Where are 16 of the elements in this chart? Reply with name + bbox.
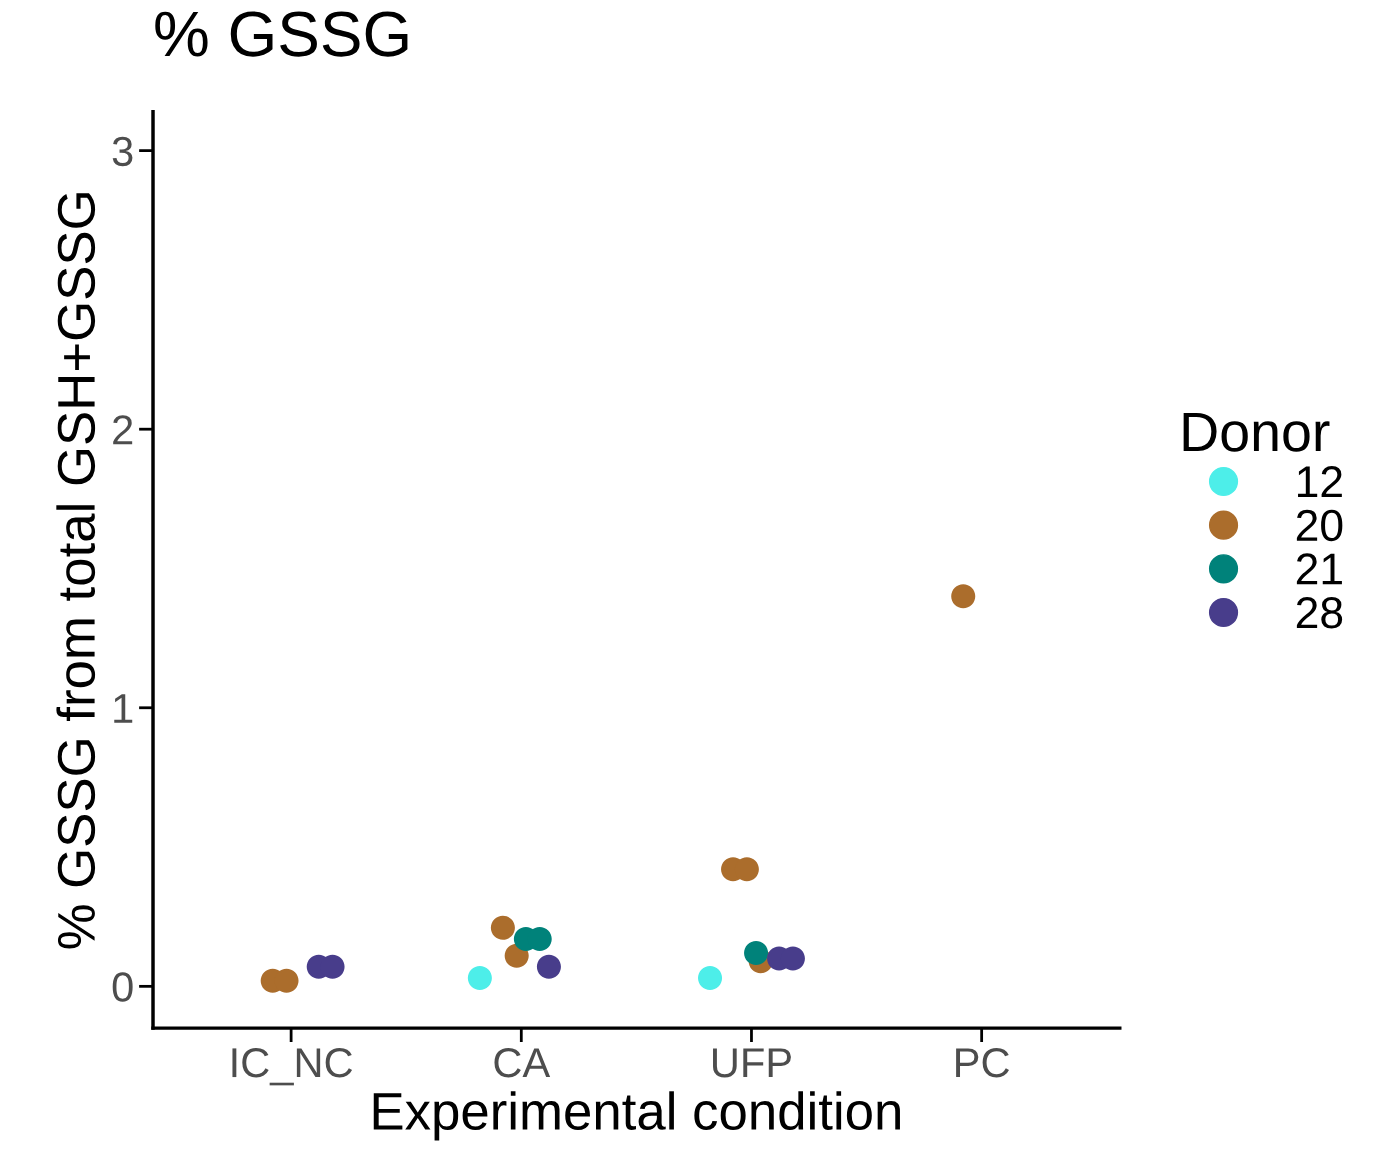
legend-label: 21 bbox=[1296, 553, 1342, 585]
x-tick-label: PC bbox=[956, 1047, 1009, 1078]
legend-label: 20 bbox=[1296, 509, 1343, 542]
y-axis-title: % GSSG from total GSH+GSSG bbox=[56, 193, 96, 949]
y-tick-label: 1 bbox=[114, 694, 133, 723]
y-tick-label: 2 bbox=[113, 415, 133, 445]
x-tick-label: UFP bbox=[713, 1048, 791, 1078]
y-tick-label: 3 bbox=[112, 136, 133, 167]
x-tick-label: IC_NC bbox=[232, 1047, 353, 1086]
legend-label: 28 bbox=[1296, 596, 1343, 629]
y-tick-label: 0 bbox=[112, 972, 133, 1002]
chart-title: % GSSG bbox=[155, 11, 408, 57]
legend-label: 12 bbox=[1298, 466, 1342, 498]
x-tick-label: CA bbox=[494, 1047, 551, 1078]
x-axis-title: Experimental condition bbox=[373, 1091, 900, 1141]
legend-title: Donor bbox=[1183, 412, 1330, 452]
